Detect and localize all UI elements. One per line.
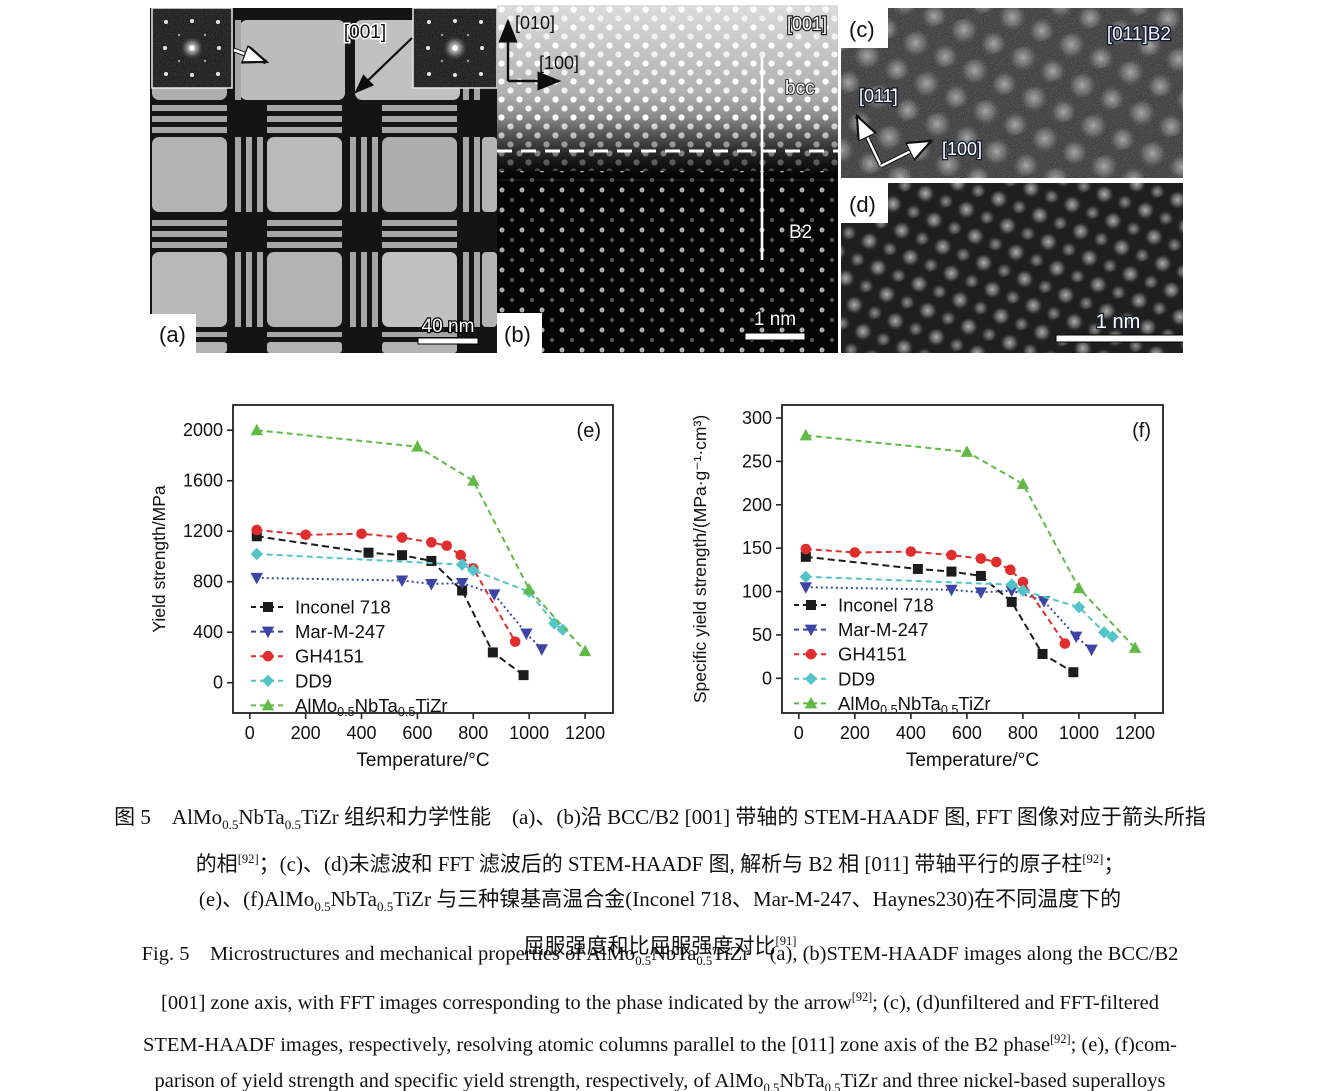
svg-text:400: 400 [193, 622, 223, 642]
svg-text:DD9: DD9 [295, 670, 332, 691]
panel-label: (a) [159, 322, 186, 347]
dir-upleft-label: [011̄] [859, 86, 898, 106]
svg-text:1200: 1200 [183, 521, 223, 541]
svg-text:800: 800 [458, 723, 488, 743]
panel-label: (b) [504, 322, 531, 347]
svg-text:1200: 1200 [1115, 723, 1155, 743]
dir-right-label: [100] [942, 139, 982, 159]
svg-text:Inconel 718: Inconel 718 [838, 595, 934, 616]
zone-axis-label: [001] [344, 22, 386, 43]
fft-arrow-left [233, 50, 266, 65]
fft-arrow-right [354, 37, 413, 94]
panel-label-box [841, 8, 888, 48]
svg-text:Specific yield strength/(MPa·g: Specific yield strength/(MPa·g⁻¹·cm³) [690, 415, 710, 703]
fft-inset-left [151, 8, 233, 89]
svg-text:Yield strength/MPa: Yield strength/MPa [149, 485, 169, 632]
caption-zh-line: 图 5 AlMo0.5NbTa0.5TiZr 组织和力学性能 (a)、(b)沿 … [114, 805, 1206, 833]
caption-chinese: 图 5 AlMo0.5NbTa0.5TiZr 组织和力学性能 (a)、(b)沿 … [0, 800, 1320, 964]
svg-text:0: 0 [794, 723, 804, 743]
svg-text:800: 800 [1008, 723, 1038, 743]
svg-text:1000: 1000 [1059, 723, 1099, 743]
panel-c-stem-image: [011]B2 [011̄] [100] (c) [841, 8, 1183, 178]
zone-axis-label: [001] [787, 14, 827, 34]
panel-label: (c) [849, 17, 875, 42]
caption-en-line: STEM-HAADF images, respectively, resolvi… [142, 1031, 1178, 1056]
svg-text:Mar-M-247: Mar-M-247 [838, 619, 928, 640]
panel-b-stem-image: [010] [100] [001] bcc B2 1 nm (b) [497, 5, 838, 353]
panel-a-stem-image: [001] 40 nm (a) [150, 8, 497, 353]
svg-text:DD9: DD9 [838, 668, 875, 689]
caption-zh-line: 的相[92]；(c)、(d)未滤波和 FFT 滤波后的 STEM-HAADF 图… [195, 852, 1125, 877]
scale-bar [744, 332, 806, 341]
caption-en-line: parison of yield strength and specific y… [154, 1069, 1166, 1091]
scale-bar-label: 40 nm [422, 316, 475, 337]
caption-en-line: [001] zone axis, with FFT images corresp… [161, 990, 1159, 1014]
caption-en-line: Fig. 5 Microstructures and mechanical pr… [141, 943, 1179, 969]
b2-region [497, 171, 838, 353]
svg-text:Mar-M-247: Mar-M-247 [295, 621, 385, 642]
svg-text:800: 800 [193, 572, 223, 592]
svg-text:250: 250 [742, 451, 772, 471]
direction-arrows [855, 116, 931, 168]
svg-text:GH4151: GH4151 [295, 646, 364, 667]
svg-text:GH4151: GH4151 [838, 644, 907, 665]
svg-text:AlMo0.5NbTa0.5TiZr: AlMo0.5NbTa0.5TiZr [295, 695, 448, 719]
svg-text:300: 300 [742, 408, 772, 428]
svg-text:400: 400 [896, 723, 926, 743]
svg-text:50: 50 [752, 625, 772, 645]
svg-text:0: 0 [762, 668, 772, 688]
caption-english: Fig. 5 Microstructures and mechanical pr… [0, 936, 1320, 1091]
chart-specific-yield-strength: 0 200 400 600 800 1000 1200 0 50 100 150 200 250 300 T… [663, 375, 1183, 775]
panel-label-box [150, 314, 196, 353]
panel-label-box [497, 313, 542, 353]
phase-top-label: bcc [785, 78, 815, 99]
scale-bar-label: 1 nm [754, 309, 796, 330]
svg-text:Temperature/°C: Temperature/°C [356, 750, 489, 771]
caption-zh-line: (e)、(f)AlMo0.5NbTa0.5TiZr 与三种镍基高温合金(Inco… [198, 887, 1122, 915]
svg-text:1600: 1600 [183, 471, 223, 491]
svg-text:(e): (e) [577, 420, 601, 442]
svg-text:200: 200 [291, 723, 321, 743]
svg-text:600: 600 [402, 723, 432, 743]
scale-bar [417, 337, 479, 345]
phase-bottom-label: B2 [789, 222, 812, 243]
zone-axis-label: [011]B2 [1107, 24, 1171, 45]
svg-text:1000: 1000 [509, 723, 549, 743]
scale-bar-label: 1 nm [1096, 311, 1140, 333]
svg-text:1200: 1200 [565, 723, 605, 743]
axis-right-label: [100] [539, 53, 579, 73]
crystal-axes [498, 18, 562, 91]
svg-text:150: 150 [742, 538, 772, 558]
panel-label-box [841, 183, 888, 223]
svg-text:(f): (f) [1132, 420, 1151, 442]
svg-text:Temperature/°C: Temperature/°C [906, 750, 1039, 771]
caption-zh-line: 屈服强度和比屈服强度对比[91] [523, 934, 797, 959]
svg-text:200: 200 [742, 495, 772, 515]
axis-up-label: [010] [515, 13, 555, 33]
chart-yield-strength: 0 200 400 600 800 1000 1200 0 400 800 1200 1600 2000… [140, 375, 660, 775]
svg-text:200: 200 [840, 723, 870, 743]
svg-text:400: 400 [347, 723, 377, 743]
svg-text:Inconel 718: Inconel 718 [295, 597, 391, 618]
svg-text:600: 600 [952, 723, 982, 743]
svg-text:100: 100 [742, 582, 772, 602]
svg-text:2000: 2000 [183, 420, 223, 440]
plate-stripes [152, 20, 480, 337]
svg-text:0: 0 [245, 723, 255, 743]
panel-label: (d) [849, 192, 876, 217]
panel-d-stem-image: 1 nm (d) [841, 183, 1183, 353]
fft-inset-right [412, 8, 497, 89]
scale-bar [1055, 334, 1183, 343]
svg-text:0: 0 [213, 673, 223, 693]
